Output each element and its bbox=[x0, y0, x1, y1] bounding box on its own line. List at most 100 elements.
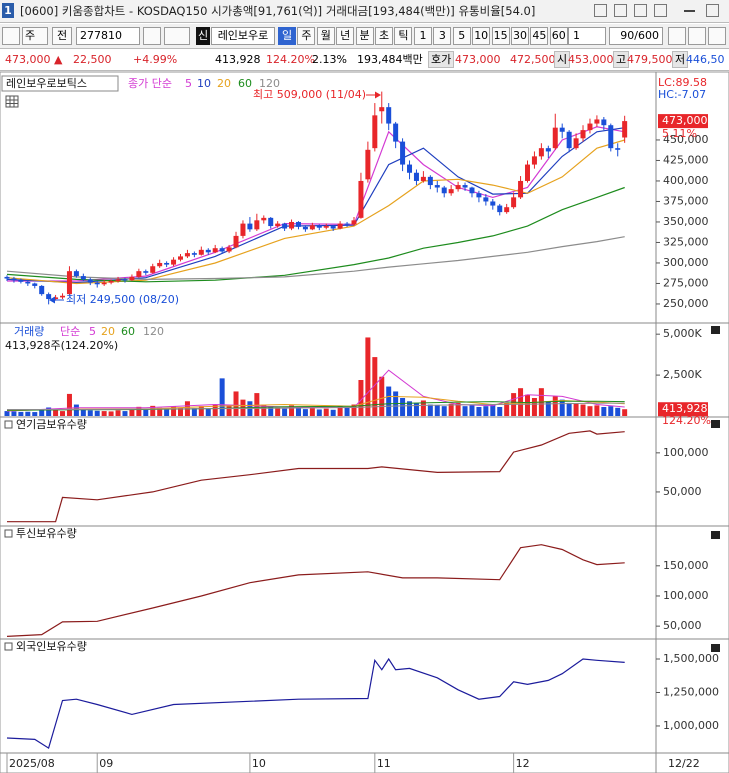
toolbar-button[interactable]: 초 bbox=[375, 27, 393, 45]
toolbar-button[interactable]: 3 bbox=[433, 27, 452, 45]
turnover: 2.13% bbox=[312, 53, 347, 66]
toolbar-button[interactable]: 60 bbox=[549, 27, 568, 45]
candle-body bbox=[11, 278, 17, 281]
chart-title: 거래량 bbox=[14, 325, 44, 338]
toolbar-button[interactable]: 년 bbox=[336, 27, 355, 45]
x-tick-label: 2025/08 bbox=[9, 757, 55, 770]
candle-body bbox=[80, 276, 86, 280]
toolbar-button[interactable]: 5 bbox=[452, 27, 471, 45]
volume-bar bbox=[150, 405, 156, 416]
toolbar-button[interactable]: 일 bbox=[278, 27, 296, 45]
window-icon[interactable] bbox=[594, 4, 607, 17]
toolbar-icon[interactable] bbox=[668, 27, 686, 45]
sound[interactable] bbox=[164, 27, 190, 45]
toolbar-icon[interactable] bbox=[688, 27, 706, 45]
volume-bar bbox=[566, 402, 572, 416]
candle-body bbox=[580, 130, 586, 139]
volume-bar bbox=[358, 380, 364, 416]
candle-body bbox=[587, 123, 593, 131]
candle-body bbox=[25, 281, 31, 284]
legend-label: 단순 bbox=[60, 325, 80, 338]
candle-body bbox=[268, 217, 274, 227]
toolbar-button[interactable]: 1 bbox=[414, 27, 432, 45]
volume-bar bbox=[233, 391, 239, 416]
candle-body bbox=[531, 156, 537, 165]
candle-body bbox=[448, 189, 454, 194]
legend-entry: 10 bbox=[197, 77, 211, 90]
window-icon[interactable] bbox=[654, 4, 667, 17]
pane-close[interactable] bbox=[711, 531, 720, 539]
candle-body bbox=[289, 221, 295, 229]
volume: 413,928 bbox=[215, 53, 261, 66]
y-tick-label: 50,000 bbox=[663, 485, 702, 498]
count[interactable]: 90/600 bbox=[609, 27, 663, 45]
toolbar-icon[interactable] bbox=[708, 27, 726, 45]
toolbar-button[interactable]: 월 bbox=[316, 27, 335, 45]
y-tick-label: 1,000,000 bbox=[663, 719, 719, 732]
toolbar-button[interactable]: 분 bbox=[355, 27, 374, 45]
toolbar-button[interactable]: 틱 bbox=[394, 27, 413, 45]
volume-bar bbox=[545, 401, 551, 416]
candle-body bbox=[518, 180, 524, 198]
window-icon[interactable] bbox=[614, 4, 627, 17]
pane-close[interactable] bbox=[711, 644, 720, 652]
grid-icon[interactable] bbox=[5, 95, 19, 108]
change: 22,500 bbox=[73, 53, 112, 66]
y-tick-label: 400,000 bbox=[663, 174, 709, 187]
candle-body bbox=[330, 226, 336, 229]
pane-close[interactable] bbox=[711, 326, 720, 334]
candle-body bbox=[427, 176, 433, 186]
toolbar-icon[interactable] bbox=[2, 27, 20, 45]
candle-body bbox=[615, 148, 621, 150]
volume-bar bbox=[212, 404, 218, 416]
toolbar-button[interactable]: 10 bbox=[472, 27, 491, 45]
volume-bar bbox=[275, 407, 281, 416]
close[interactable] bbox=[706, 4, 719, 17]
pane-close[interactable] bbox=[711, 420, 720, 428]
last-volume-rate: 124.20% bbox=[662, 414, 711, 427]
volume-bar bbox=[559, 399, 565, 416]
candle-body bbox=[122, 279, 128, 281]
candle-body bbox=[233, 235, 239, 248]
volume-bar bbox=[25, 411, 31, 416]
credit[interactable]: 신 bbox=[196, 27, 210, 45]
candle-body bbox=[358, 180, 364, 218]
title-box bbox=[1, 75, 119, 92]
low: 446,50 bbox=[686, 53, 725, 66]
period-type[interactable]: 주 bbox=[22, 27, 48, 45]
window-icon[interactable] bbox=[634, 4, 647, 17]
volume-bar bbox=[205, 408, 211, 416]
indicator: HC:-7.07 bbox=[658, 88, 706, 101]
last-volume-marker bbox=[658, 402, 708, 417]
code-input[interactable]: 277810 bbox=[76, 27, 140, 45]
adjust[interactable]: 전 bbox=[52, 27, 72, 45]
interval-input[interactable]: 1 bbox=[568, 27, 606, 45]
candle-body bbox=[164, 262, 170, 265]
high: 479,500 bbox=[627, 53, 673, 66]
volume-bar bbox=[289, 405, 295, 416]
title-marker bbox=[4, 420, 13, 429]
low-label: 저 bbox=[672, 51, 689, 68]
toolbar-button[interactable]: 주 bbox=[297, 27, 316, 45]
minimize[interactable] bbox=[684, 10, 695, 12]
quote-label: 호가 bbox=[428, 51, 455, 68]
candle-body bbox=[178, 256, 183, 260]
volume-bar bbox=[39, 409, 45, 416]
candle-body bbox=[601, 119, 607, 126]
volume-bar bbox=[136, 406, 142, 416]
volume-bar bbox=[87, 410, 93, 416]
x-tick-label: 11 bbox=[377, 757, 391, 770]
toolbar-button[interactable]: 30 bbox=[511, 27, 529, 45]
toolbar-button[interactable]: 15 bbox=[491, 27, 510, 45]
search[interactable] bbox=[143, 27, 161, 45]
candle-body bbox=[66, 271, 72, 295]
toolbar-button[interactable]: 45 bbox=[530, 27, 549, 45]
candle-body bbox=[420, 176, 426, 181]
volume-bar bbox=[413, 402, 419, 416]
y-tick-label: 300,000 bbox=[663, 256, 709, 269]
holding-line bbox=[6, 657, 625, 750]
stock-name[interactable]: 레인보우로 bbox=[211, 27, 275, 45]
volume-bar bbox=[372, 357, 378, 416]
volume-bar bbox=[80, 409, 86, 416]
